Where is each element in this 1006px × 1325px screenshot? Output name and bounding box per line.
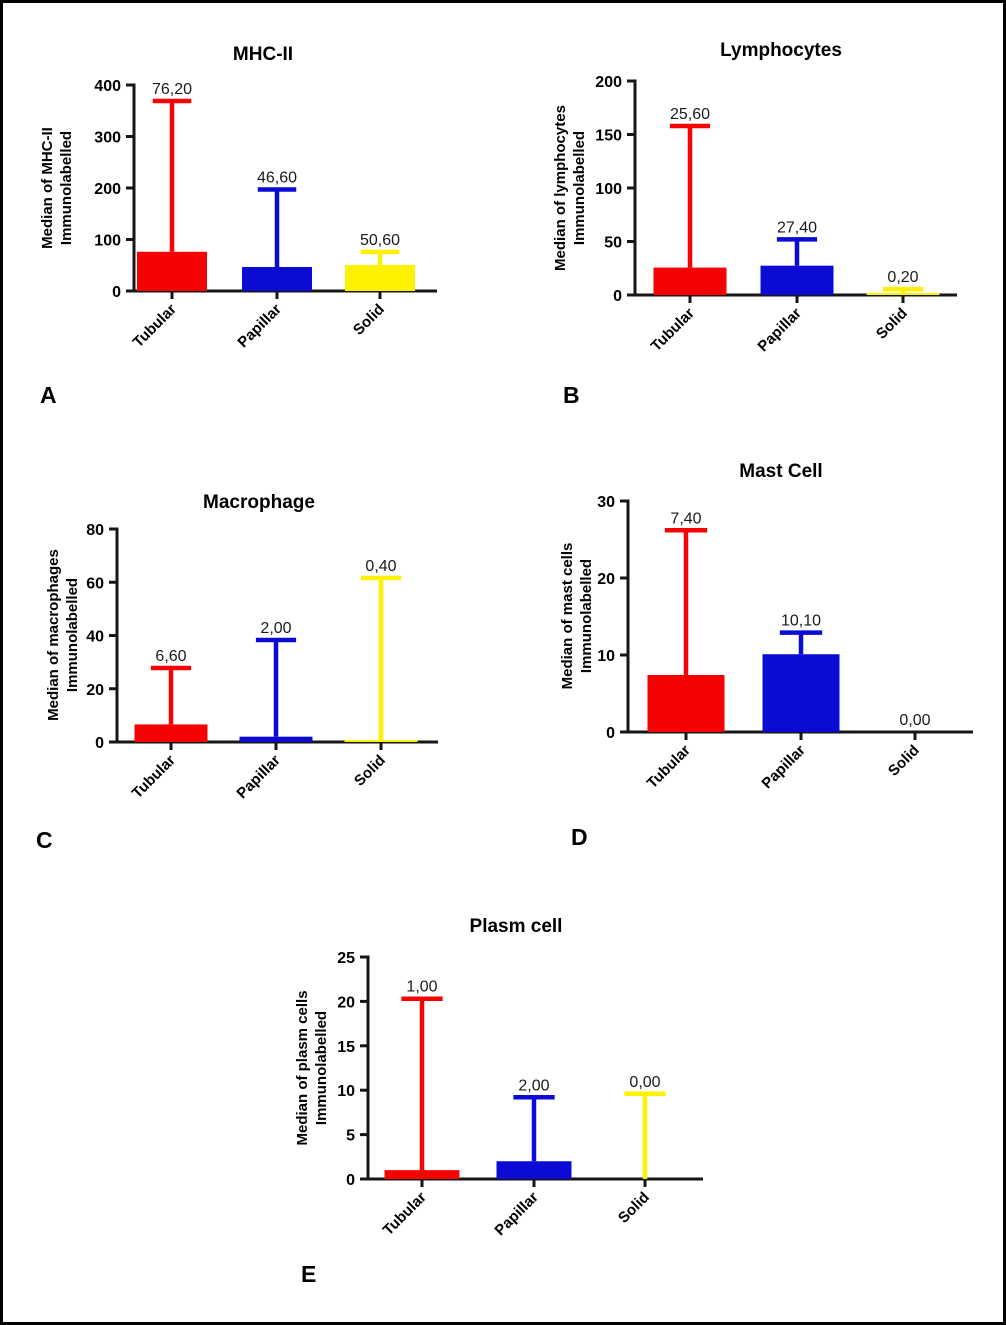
chart-a: MHC-II Median of MHC-II Immunolabelled 0 100…	[39, 44, 437, 351]
chart-d-ylabel-line2: Immunolabelled	[578, 559, 595, 673]
panel-letter-a: A	[40, 382, 57, 408]
chart-b-value-label-papillar: 27,40	[777, 219, 817, 236]
chart-a-ytick-label: 200	[94, 181, 121, 198]
chart-c-bar-papillar	[239, 736, 313, 742]
chart-b-bar-tubular	[653, 267, 727, 295]
chart-a-ytick-label: 400	[94, 78, 121, 95]
chart-d-category-label-solid: Solid	[885, 742, 923, 780]
chart-c-bar-solid	[344, 740, 418, 742]
chart-a-title: MHC-II	[233, 44, 293, 65]
chart-b-bar-papillar	[760, 265, 834, 295]
chart-e-value-label-solid: 0,00	[629, 1074, 660, 1091]
panel-letter-b: B	[563, 382, 580, 408]
chart-e-title: Plasm cell	[470, 916, 563, 937]
chart-d-ytick-label: 30	[597, 494, 615, 511]
chart-c-ytick-label: 0	[95, 735, 104, 752]
chart-e-ytick-label: 10	[337, 1083, 355, 1100]
chart-b-bar-solid	[866, 293, 940, 295]
panel-letter-c: C	[36, 827, 53, 853]
chart-c-ylabel-line1: Median of macrophages	[45, 549, 62, 721]
panel-letter-d: D	[571, 824, 588, 850]
chart-c-bar-tubular	[134, 724, 208, 742]
chart-a-ylabel-line2: Immunolabelled	[58, 131, 75, 245]
chart-b-value-label-solid: 0,20	[887, 269, 918, 286]
chart-b-category-label-papillar: Papillar	[754, 305, 804, 355]
chart-d-value-label-papillar: 10,10	[781, 613, 821, 630]
chart-b-category-label-solid: Solid	[873, 305, 911, 343]
chart-a-ytick-label: 300	[94, 130, 121, 147]
chart-e-bar-tubular	[384, 1170, 460, 1179]
chart-c-ytick-label: 80	[86, 522, 104, 539]
chart-e-category-label-papillar: Papillar	[491, 1189, 541, 1239]
chart-a-value-label-tubular: 76,20	[152, 81, 192, 98]
chart-d-bar-papillar	[762, 654, 840, 732]
chart-b-ylabel-line2: Immunolabelled	[571, 131, 588, 245]
chart-a-ytick-label: 100	[94, 233, 121, 250]
chart-e-category-label-solid: Solid	[615, 1189, 653, 1227]
chart-e-category-label-tubular: Tubular	[380, 1189, 430, 1239]
chart-a-ytick-label: 0	[112, 284, 121, 301]
chart-d-category-label-tubular: Tubular	[644, 742, 694, 792]
chart-d-category-label-papillar: Papillar	[758, 742, 808, 792]
chart-d: Mast Cell Median of mast cells Immunolabel…	[559, 461, 973, 792]
chart-d-ylabel-line1: Median of mast cells	[559, 543, 576, 690]
chart-a-value-label-solid: 50,60	[360, 232, 400, 249]
chart-e-ytick-label: 20	[337, 994, 355, 1011]
chart-e-ytick-label: 15	[337, 1039, 355, 1056]
chart-e-ytick-label: 5	[346, 1128, 355, 1145]
chart-c-category-label-tubular: Tubular	[129, 752, 179, 802]
chart-a-bar-tubular	[137, 251, 207, 291]
chart-b: Lymphocytes Median of lymphocytes Immunola…	[552, 40, 957, 355]
chart-a-category-label-solid: Solid	[350, 301, 388, 339]
chart-e-ylabel-line1: Median of plasm cells	[294, 990, 311, 1145]
chart-c-ylabel-line2: Immunolabelled	[64, 578, 81, 692]
chart-c-category-label-solid: Solid	[351, 752, 389, 790]
chart-e-value-label-tubular: 1,00	[406, 979, 437, 996]
chart-b-ytick-label: 150	[595, 128, 622, 145]
chart-b-ytick-label: 100	[595, 181, 622, 198]
chart-a-ylabel-line1: Median of MHC-II	[39, 127, 56, 249]
chart-b-category-label-tubular: Tubular	[648, 305, 698, 355]
chart-e-bar-papillar	[496, 1161, 572, 1179]
chart-a-category-label-tubular: Tubular	[130, 301, 180, 351]
chart-d-value-label-solid: 0,00	[899, 712, 930, 729]
chart-b-value-label-tubular: 25,60	[670, 106, 710, 123]
chart-b-ylabel-line1: Median of lymphocytes	[552, 105, 569, 271]
panel-letter-e: E	[301, 1261, 317, 1287]
chart-d-bar-tubular	[647, 675, 725, 732]
chart-c-title: Macrophage	[203, 492, 315, 513]
chart-c: Macrophage Median of macrophages Immunolab…	[45, 492, 438, 802]
chart-e-ytick-label: 0	[346, 1172, 355, 1189]
chart-a-bar-papillar	[242, 267, 312, 291]
chart-e-ylabel-line2: Immunolabelled	[313, 1011, 330, 1125]
chart-a-category-label-papillar: Papillar	[234, 301, 284, 351]
chart-d-ytick-label: 0	[606, 725, 615, 742]
chart-d-title: Mast Cell	[739, 461, 822, 482]
chart-a-value-label-papillar: 46,60	[257, 170, 297, 187]
chart-e: Plasm cell Median of plasm cells Immunolab…	[294, 916, 703, 1239]
chart-e-ytick-label: 25	[337, 950, 355, 967]
chart-d-value-label-tubular: 7,40	[670, 510, 701, 527]
chart-c-ytick-label: 60	[86, 575, 104, 592]
chart-c-ytick-label: 40	[86, 629, 104, 646]
chart-e-value-label-papillar: 2,00	[518, 1077, 549, 1094]
chart-b-ytick-label: 0	[613, 288, 622, 305]
chart-a-bar-solid	[345, 264, 415, 291]
chart-d-ytick-label: 10	[597, 648, 615, 665]
chart-d-ytick-label: 20	[597, 571, 615, 588]
chart-c-value-label-solid: 0,40	[365, 558, 396, 575]
chart-b-ytick-label: 50	[604, 235, 622, 252]
chart-c-ytick-label: 20	[86, 682, 104, 699]
chart-b-ytick-label: 200	[595, 74, 622, 91]
chart-c-category-label-papillar: Papillar	[233, 752, 283, 802]
chart-c-value-label-papillar: 2,00	[260, 620, 291, 637]
chart-b-title: Lymphocytes	[720, 40, 842, 61]
chart-c-value-label-tubular: 6,60	[155, 648, 186, 665]
